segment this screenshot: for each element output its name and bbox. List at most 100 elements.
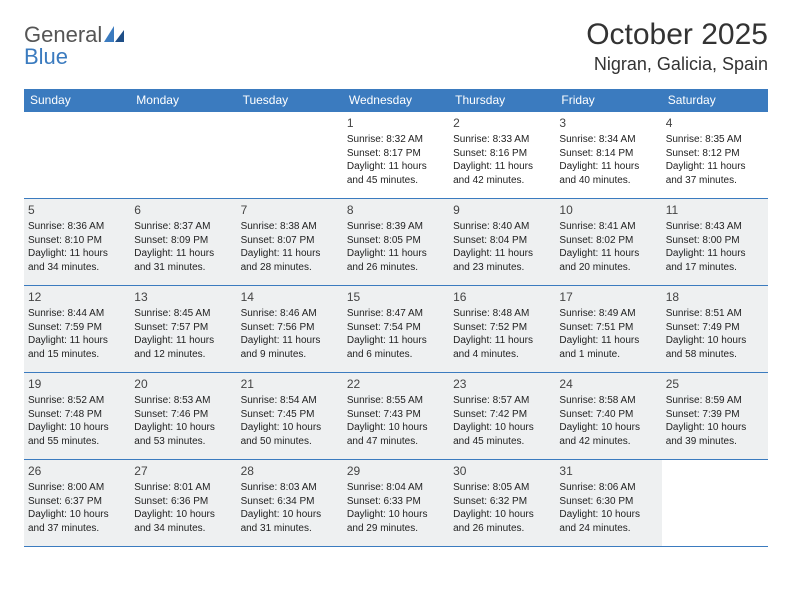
sunset-text: Sunset: 7:49 PM — [666, 321, 764, 335]
daylight-text: Daylight: 10 hours and 47 minutes. — [347, 421, 445, 448]
sunrise-text: Sunrise: 8:00 AM — [28, 481, 126, 495]
day-cell: 12Sunrise: 8:44 AMSunset: 7:59 PMDayligh… — [24, 286, 130, 372]
day-header-row: SundayMondayTuesdayWednesdayThursdayFrid… — [24, 89, 768, 112]
day-header-sunday: Sunday — [24, 89, 130, 112]
logo: GeneralBlue — [24, 18, 124, 68]
day-info: Sunrise: 8:41 AMSunset: 8:02 PMDaylight:… — [559, 220, 657, 274]
week-row: 19Sunrise: 8:52 AMSunset: 7:48 PMDayligh… — [24, 373, 768, 460]
sunrise-text: Sunrise: 8:34 AM — [559, 133, 657, 147]
day-cell: 16Sunrise: 8:48 AMSunset: 7:52 PMDayligh… — [449, 286, 555, 372]
logo-text: GeneralBlue — [24, 24, 124, 68]
calendar-page: GeneralBlue October 2025 Nigran, Galicia… — [0, 0, 792, 547]
day-cell: 22Sunrise: 8:55 AMSunset: 7:43 PMDayligh… — [343, 373, 449, 459]
day-cell: 24Sunrise: 8:58 AMSunset: 7:40 PMDayligh… — [555, 373, 661, 459]
sunset-text: Sunset: 7:57 PM — [134, 321, 232, 335]
sunset-text: Sunset: 7:56 PM — [241, 321, 339, 335]
day-header-thursday: Thursday — [449, 89, 555, 112]
sunset-text: Sunset: 8:00 PM — [666, 234, 764, 248]
day-cell: 28Sunrise: 8:03 AMSunset: 6:34 PMDayligh… — [237, 460, 343, 546]
daylight-text: Daylight: 10 hours and 31 minutes. — [241, 508, 339, 535]
day-number: 10 — [559, 202, 657, 218]
daylight-text: Daylight: 11 hours and 6 minutes. — [347, 334, 445, 361]
day-number: 7 — [241, 202, 339, 218]
day-cell: 4Sunrise: 8:35 AMSunset: 8:12 PMDaylight… — [662, 112, 768, 198]
day-info: Sunrise: 8:34 AMSunset: 8:14 PMDaylight:… — [559, 133, 657, 187]
sunrise-text: Sunrise: 8:54 AM — [241, 394, 339, 408]
daylight-text: Daylight: 11 hours and 12 minutes. — [134, 334, 232, 361]
day-cell: 26Sunrise: 8:00 AMSunset: 6:37 PMDayligh… — [24, 460, 130, 546]
day-info: Sunrise: 8:57 AMSunset: 7:42 PMDaylight:… — [453, 394, 551, 448]
sunset-text: Sunset: 7:39 PM — [666, 408, 764, 422]
day-cell — [237, 112, 343, 198]
day-info: Sunrise: 8:05 AMSunset: 6:32 PMDaylight:… — [453, 481, 551, 535]
daylight-text: Daylight: 11 hours and 37 minutes. — [666, 160, 764, 187]
daylight-text: Daylight: 10 hours and 55 minutes. — [28, 421, 126, 448]
sunset-text: Sunset: 8:04 PM — [453, 234, 551, 248]
day-cell: 14 Sunrise: 8:46 AMSunset: 7:56 PMDayligh… — [237, 286, 343, 372]
sunrise-text: Sunrise: 8:03 AM — [241, 481, 339, 495]
daylight-text: Daylight: 11 hours and 28 minutes. — [241, 247, 339, 274]
day-info: Sunrise: 8:46 AMSunset: 7:56 PMDaylight:… — [241, 307, 339, 361]
day-info: Sunrise: 8:59 AMSunset: 7:39 PMDaylight:… — [666, 394, 764, 448]
day-number: 14 — [241, 289, 339, 305]
header: GeneralBlue October 2025 Nigran, Galicia… — [24, 18, 768, 75]
day-number: 23 — [453, 376, 551, 392]
logo-text-2: Blue — [24, 44, 68, 69]
sunset-text: Sunset: 6:30 PM — [559, 495, 657, 509]
sunrise-text: Sunrise: 8:55 AM — [347, 394, 445, 408]
day-header-tuesday: Tuesday — [237, 89, 343, 112]
sunrise-text: Sunrise: 8:44 AM — [28, 307, 126, 321]
sunrise-text: Sunrise: 8:36 AM — [28, 220, 126, 234]
sunset-text: Sunset: 8:05 PM — [347, 234, 445, 248]
day-cell: 17Sunrise: 8:49 AMSunset: 7:51 PMDayligh… — [555, 286, 661, 372]
day-info: Sunrise: 8:55 AMSunset: 7:43 PMDaylight:… — [347, 394, 445, 448]
sunset-text: Sunset: 7:46 PM — [134, 408, 232, 422]
daylight-text: Daylight: 11 hours and 26 minutes. — [347, 247, 445, 274]
day-cell: 29Sunrise: 8:04 AMSunset: 6:33 PMDayligh… — [343, 460, 449, 546]
day-cell — [662, 460, 768, 546]
day-number: 24 — [559, 376, 657, 392]
sunrise-text: Sunrise: 8:35 AM — [666, 133, 764, 147]
sunrise-text: Sunrise: 8:58 AM — [559, 394, 657, 408]
daylight-text: Daylight: 10 hours and 24 minutes. — [559, 508, 657, 535]
sunrise-text: Sunrise: 8:48 AM — [453, 307, 551, 321]
sunrise-text: Sunrise: 8:52 AM — [28, 394, 126, 408]
sunset-text: Sunset: 8:10 PM — [28, 234, 126, 248]
sunrise-text: Sunrise: 8:43 AM — [666, 220, 764, 234]
day-number: 8 — [347, 202, 445, 218]
day-cell: 23 Sunrise: 8:57 AMSunset: 7:42 PMDayligh… — [449, 373, 555, 459]
sunrise-text: Sunrise: 8:57 AM — [453, 394, 551, 408]
day-cell: 20Sunrise: 8:53 AMSunset: 7:46 PMDayligh… — [130, 373, 236, 459]
daylight-text: Daylight: 10 hours and 37 minutes. — [28, 508, 126, 535]
sunset-text: Sunset: 7:42 PM — [453, 408, 551, 422]
day-info: Sunrise: 8:47 AMSunset: 7:54 PMDaylight:… — [347, 307, 445, 361]
day-cell: 10 Sunrise: 8:41 AMSunset: 8:02 PMDayligh… — [555, 199, 661, 285]
sunset-text: Sunset: 7:59 PM — [28, 321, 126, 335]
day-number: 19 — [28, 376, 126, 392]
daylight-text: Daylight: 11 hours and 40 minutes. — [559, 160, 657, 187]
day-cell: 25Sunrise: 8:59 AMSunset: 7:39 PMDayligh… — [662, 373, 768, 459]
day-number: 26 — [28, 463, 126, 479]
sunset-text: Sunset: 6:34 PM — [241, 495, 339, 509]
daylight-text: Daylight: 10 hours and 50 minutes. — [241, 421, 339, 448]
sunrise-text: Sunrise: 8:06 AM — [559, 481, 657, 495]
day-number: 1 — [347, 115, 445, 131]
sunrise-text: Sunrise: 8:32 AM — [347, 133, 445, 147]
location: Nigran, Galicia, Spain — [586, 54, 768, 75]
day-number: 5 — [28, 202, 126, 218]
day-info: Sunrise: 8:37 AMSunset: 8:09 PMDaylight:… — [134, 220, 232, 274]
day-info: Sunrise: 8:03 AMSunset: 6:34 PMDaylight:… — [241, 481, 339, 535]
day-cell: 13Sunrise: 8:45 AMSunset: 7:57 PMDayligh… — [130, 286, 236, 372]
sunset-text: Sunset: 6:33 PM — [347, 495, 445, 509]
day-cell: 30Sunrise: 8:05 AMSunset: 6:32 PMDayligh… — [449, 460, 555, 546]
week-row: 12Sunrise: 8:44 AMSunset: 7:59 PMDayligh… — [24, 286, 768, 373]
sunset-text: Sunset: 7:51 PM — [559, 321, 657, 335]
day-number: 27 — [134, 463, 232, 479]
day-number: 29 — [347, 463, 445, 479]
day-number: 3 — [559, 115, 657, 131]
sunrise-text: Sunrise: 8:51 AM — [666, 307, 764, 321]
day-cell: 11Sunrise: 8:43 AMSunset: 8:00 PMDayligh… — [662, 199, 768, 285]
sunrise-text: Sunrise: 8:53 AM — [134, 394, 232, 408]
week-row: 1Sunrise: 8:32 AMSunset: 8:17 PMDaylight… — [24, 112, 768, 199]
day-cell: 19Sunrise: 8:52 AMSunset: 7:48 PMDayligh… — [24, 373, 130, 459]
